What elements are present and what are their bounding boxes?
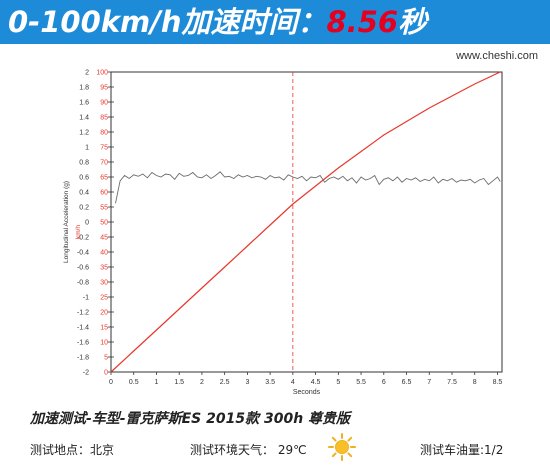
test-fuel: 测试车油量:1/2 [420,443,504,457]
x-axis-label: Seconds [293,389,321,396]
x-tick-label: 0.5 [129,379,139,386]
x-tick-label: 5.5 [356,379,366,386]
y-left-tick-label: 0 [85,220,89,227]
y-left-tick-label: 1.6 [79,100,89,107]
x-tick-label: 8 [473,379,477,386]
y-left-tick-label: -1 [83,295,89,302]
y-left-tick-label: 1 [85,145,89,152]
y-right-tick-label: 40 [100,250,108,257]
sun-icon [328,433,356,461]
acceleration-chart: 2 1.8 1.6 1.4 1.2 1 0.8 0.6 0.4 0.2 0 -0.2 -0.4 -0.6 -… [63,70,503,396]
test-vehicle-title: 加速测试-车型-雷克萨斯ES 2015款 300h 尊贵版 [30,411,351,427]
y-left-tick-label: 0.6 [79,175,89,182]
x-tick-label: 1.5 [174,379,184,386]
x-tick-label: 2 [200,379,204,386]
y-left-tick-label: 1.8 [79,85,89,92]
y-right-tick-label: 95 [100,85,108,92]
x-tick-label: 7 [427,379,431,386]
x-tick-label: 6.5 [402,379,412,386]
x-tick-label: 0 [109,379,113,386]
x-tick-label: 1 [155,379,159,386]
test-location: 测试地点：北京 [30,443,115,457]
y-right-axis-label: km/h [75,225,82,239]
title-prefix: 0-100km/h加速时间： [8,5,327,39]
title-unit: 秒 [398,5,428,39]
y-right-tick-label: 25 [100,295,108,302]
y-left-tick-label: -0.6 [77,265,89,272]
y-right-tick-label: 75 [100,145,108,152]
y-right-tick-label: 35 [100,265,108,272]
title-banner: 0-100km/h加速时间：8.56秒 [0,0,550,44]
x-tick-label: 2.5 [220,379,230,386]
y-left-tick-label: 2 [85,70,89,77]
y-left-tick-label: 1.2 [79,130,89,137]
test-info-bar: 测试地点：北京 测试环境天气： 29℃ 测试车油量:1/2 [0,437,550,463]
y-left-tick-label: 0.8 [79,160,89,167]
y-right-tick-label: 100 [96,70,108,77]
y-right-tick-label: 20 [100,310,108,317]
x-tick-label: 6 [382,379,386,386]
y-right-tick-label: 15 [100,325,108,332]
y-left-tick-label: -0.8 [77,280,89,287]
y-right-tick-label: 70 [100,160,108,167]
watermark: www.cheshi.com [456,50,538,62]
y-left-tick-label: 0.4 [79,190,89,197]
test-weather: 测试环境天气： 29℃ [190,443,307,457]
title-value: 8.56 [326,5,399,39]
y-left-tick-label: -1.6 [77,340,89,347]
y-left-tick-label: -0.4 [77,250,89,257]
y-right-tick-label: 80 [100,130,108,137]
x-tick-label: 3 [245,379,249,386]
y-left-tick-label: -2 [83,370,89,377]
x-tick-label: 4.5 [311,379,321,386]
y-left-tick-label: -0.2 [77,235,89,242]
y-left-tick-label: -1.8 [77,355,89,362]
page-title: 0-100km/h加速时间：8.56秒 [8,3,427,41]
plot-frame [110,71,503,373]
y-right-tick-label: 60 [100,190,108,197]
y-right-tick-label: 45 [100,235,108,242]
y-right-tick-label: 10 [100,340,108,347]
y-right-tick-label: 50 [100,220,108,227]
y-right-tick-label: 0 [104,370,108,377]
x-tick-label: 5 [336,379,340,386]
y-right-tick-label: 85 [100,115,108,122]
y-right-tick-label: 90 [100,100,108,107]
y-left-tick-label: 0.2 [79,205,89,212]
y-right-tick-label: 5 [104,355,108,362]
x-tick-label: 4 [291,379,295,386]
y-right-tick-label: 55 [100,205,108,212]
y-left-tick-label: -1.2 [77,310,89,317]
acceleration-series-line [115,171,501,204]
y-right-tick-label: 30 [100,280,108,287]
y-left-tick-label: -1.4 [77,325,89,332]
speed-series-line [110,71,501,373]
y-left-axis-label: Longitudinal Acceleration (g) [63,181,70,263]
y-right-tick-label: 65 [100,175,108,182]
x-tick-label: 7.5 [447,379,457,386]
y-left-tick-label: 1.4 [79,115,89,122]
x-tick-label: 3.5 [265,379,275,386]
x-tick-label: 8.5 [493,379,503,386]
